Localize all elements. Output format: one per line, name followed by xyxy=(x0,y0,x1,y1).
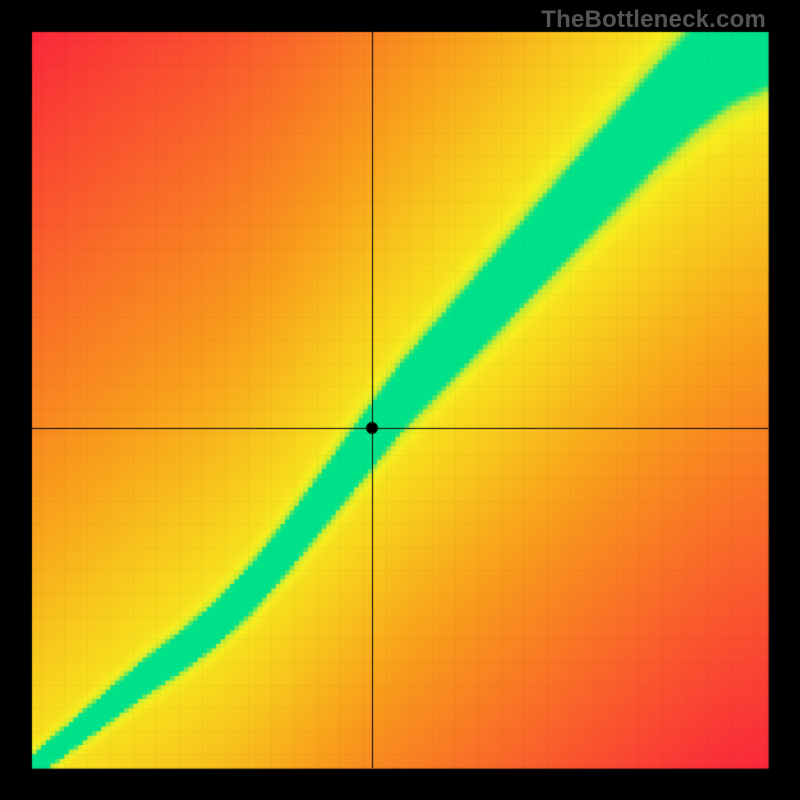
chart-container: TheBottleneck.com xyxy=(0,0,800,800)
bottleneck-heatmap xyxy=(0,0,800,800)
watermark-text: TheBottleneck.com xyxy=(541,6,766,34)
